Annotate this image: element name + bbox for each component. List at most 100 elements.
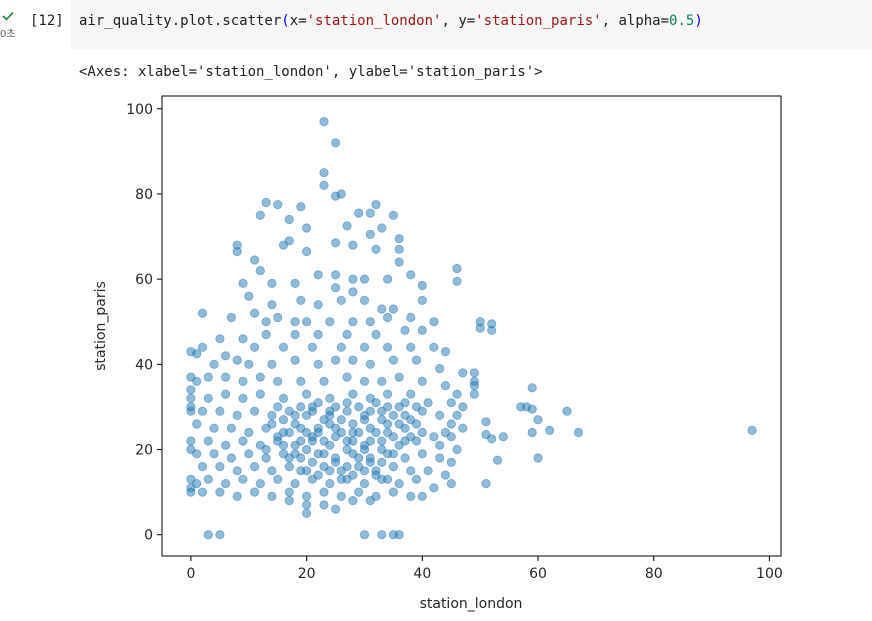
data-point bbox=[400, 453, 410, 463]
data-point bbox=[215, 530, 225, 540]
data-point bbox=[278, 393, 289, 403]
data-point bbox=[325, 478, 335, 489]
data-point bbox=[192, 419, 202, 429]
data-point bbox=[209, 423, 219, 433]
data-point bbox=[255, 210, 265, 220]
data-point bbox=[342, 398, 352, 408]
data-point bbox=[273, 432, 283, 442]
data-point bbox=[440, 470, 451, 480]
data-point bbox=[273, 200, 283, 210]
data-point bbox=[290, 419, 300, 429]
data-point bbox=[411, 419, 422, 429]
data-point bbox=[388, 304, 398, 314]
data-point bbox=[394, 234, 404, 244]
data-point bbox=[527, 383, 537, 393]
data-point bbox=[215, 334, 225, 344]
data-point bbox=[290, 478, 300, 489]
y-tick-label: 80 bbox=[135, 187, 153, 203]
data-point bbox=[498, 432, 508, 442]
data-point bbox=[302, 444, 312, 455]
data-point bbox=[267, 410, 277, 420]
data-point bbox=[215, 406, 225, 416]
data-point bbox=[359, 478, 370, 489]
data-point bbox=[261, 329, 271, 340]
data-point bbox=[319, 487, 329, 497]
data-point bbox=[440, 380, 451, 391]
data-point bbox=[267, 300, 277, 310]
data-point bbox=[226, 423, 236, 433]
data-point bbox=[278, 440, 289, 450]
data-point bbox=[296, 202, 306, 212]
code-alpha-keyword: alpha= bbox=[618, 13, 670, 29]
data-point bbox=[481, 478, 491, 489]
check-icon bbox=[2, 11, 14, 21]
data-point bbox=[469, 368, 479, 378]
code-paren-open: ( bbox=[281, 13, 290, 29]
data-point bbox=[226, 312, 236, 323]
x-tick-label: 20 bbox=[298, 566, 316, 582]
data-point bbox=[354, 453, 364, 463]
cell-output-text: <Axes: xlabel='station_london', ylabel='… bbox=[79, 64, 543, 80]
data-point bbox=[406, 466, 416, 476]
plot-area bbox=[161, 95, 782, 557]
data-point bbox=[330, 238, 341, 248]
code-editor[interactable]: air_quality.plot.scatter(x='station_lond… bbox=[71, 0, 872, 49]
data-point bbox=[273, 376, 283, 386]
code-alpha-value: 0.5 bbox=[669, 13, 695, 29]
data-point bbox=[330, 355, 341, 365]
data-point bbox=[452, 444, 462, 455]
x-tick-label: 40 bbox=[413, 566, 431, 582]
code-line[interactable]: air_quality.plot.scatter(x='station_lond… bbox=[79, 13, 703, 29]
data-point bbox=[481, 417, 491, 427]
data-point bbox=[348, 495, 358, 506]
data-point bbox=[330, 402, 341, 412]
scatter-plot: 0 20 40 60 80 100 0 20 40 60 80 100 station_london… bbox=[93, 95, 783, 612]
data-point bbox=[417, 280, 427, 291]
data-point bbox=[203, 393, 213, 403]
data-point bbox=[221, 351, 231, 361]
execution-count[interactable]: [12] bbox=[30, 13, 64, 29]
data-point bbox=[354, 427, 364, 438]
data-point bbox=[562, 406, 572, 416]
data-point bbox=[261, 453, 271, 463]
data-point bbox=[244, 291, 254, 301]
data-point bbox=[302, 491, 312, 501]
data-point bbox=[313, 470, 323, 480]
data-point bbox=[313, 270, 323, 280]
data-point bbox=[250, 255, 260, 265]
data-point bbox=[359, 444, 370, 455]
data-point bbox=[186, 393, 196, 403]
data-point bbox=[284, 427, 294, 438]
data-point bbox=[475, 323, 485, 333]
data-point bbox=[336, 491, 346, 501]
data-point bbox=[429, 483, 439, 493]
data-point bbox=[313, 423, 323, 433]
data-point bbox=[284, 236, 294, 246]
data-point bbox=[330, 138, 341, 148]
data-point bbox=[406, 270, 416, 280]
data-point bbox=[371, 427, 381, 438]
data-point bbox=[388, 487, 398, 497]
data-point bbox=[221, 440, 231, 450]
data-point bbox=[192, 376, 202, 386]
data-point bbox=[342, 372, 352, 382]
data-point bbox=[492, 455, 503, 465]
data-point bbox=[417, 449, 427, 459]
y-tick-label: 100 bbox=[126, 102, 153, 118]
data-point bbox=[446, 457, 456, 467]
data-point bbox=[278, 342, 289, 352]
data-point bbox=[319, 449, 329, 459]
y-tick-label: 20 bbox=[135, 443, 153, 459]
data-point bbox=[307, 342, 317, 352]
data-point bbox=[313, 329, 323, 340]
code-y-keyword: y= bbox=[458, 13, 476, 29]
data-point bbox=[232, 466, 242, 476]
data-point bbox=[406, 342, 416, 352]
data-point bbox=[544, 425, 555, 435]
data-point bbox=[336, 342, 346, 352]
data-point bbox=[319, 500, 329, 510]
data-point bbox=[342, 461, 352, 472]
data-point bbox=[290, 317, 300, 327]
data-point bbox=[394, 257, 404, 267]
data-point bbox=[365, 406, 375, 416]
